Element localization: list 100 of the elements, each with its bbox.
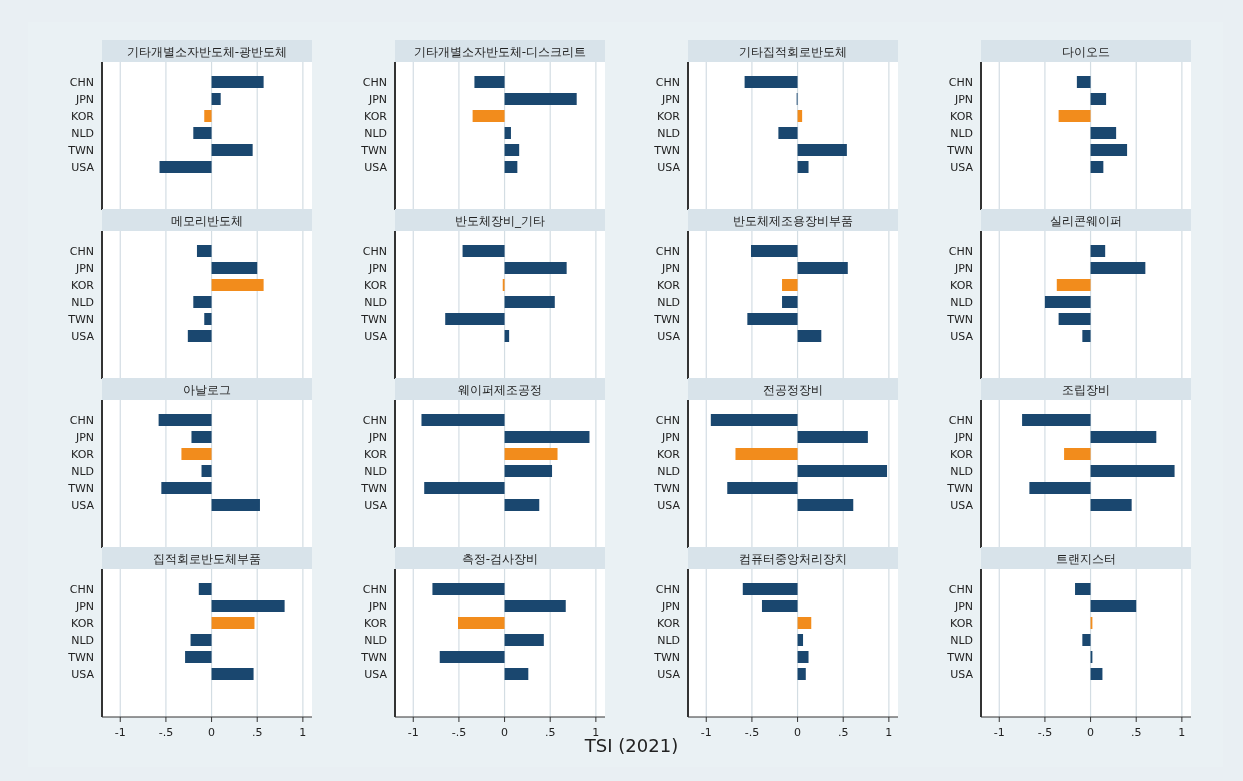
bar (727, 482, 798, 494)
bar (1090, 144, 1128, 156)
y-tick-label: TWN (360, 482, 387, 495)
y-tick-label: CHN (948, 76, 973, 89)
y-tick-label: USA (364, 668, 388, 681)
y-tick-label: NLD (950, 465, 973, 478)
bar (1090, 127, 1117, 139)
bar (198, 583, 212, 595)
chart-title: 아날로그 (183, 383, 231, 397)
y-tick-label: JPN (74, 93, 94, 106)
y-tick-label: JPN (74, 431, 94, 444)
y-tick-label: NLD (71, 296, 94, 309)
bar (1090, 431, 1157, 443)
bar (211, 93, 221, 105)
bar (504, 634, 544, 646)
y-tick-label: NLD (657, 465, 680, 478)
chart-title: 메모리반도체 (171, 214, 243, 228)
bar (1076, 76, 1091, 88)
bar (211, 617, 255, 629)
y-tick-label: JPN (74, 262, 94, 275)
y-tick-label: USA (950, 668, 974, 681)
y-tick-label: JPN (660, 600, 680, 613)
y-tick-label: USA (71, 668, 95, 681)
bar (1090, 161, 1104, 173)
bar (159, 161, 212, 173)
x-tick-label: 0 (208, 726, 216, 739)
y-tick-label: USA (657, 499, 681, 512)
bar (1064, 448, 1091, 460)
y-tick-label: USA (950, 499, 974, 512)
bar (797, 144, 847, 156)
bar (439, 651, 505, 663)
y-tick-label: CHN (362, 414, 387, 427)
y-tick-label: NLD (950, 634, 973, 647)
bar (424, 482, 505, 494)
x-tick-label: -.5 (1037, 726, 1053, 739)
y-tick-label: USA (71, 330, 95, 343)
y-tick-label: KOR (364, 617, 388, 630)
bar (185, 651, 212, 663)
chart-title: 집적회로반도체부품 (153, 552, 261, 566)
bar (710, 414, 798, 426)
y-tick-label: TWN (67, 313, 94, 326)
y-tick-label: TWN (653, 482, 680, 495)
bar (504, 499, 540, 511)
bar (445, 313, 505, 325)
y-tick-label: TWN (360, 651, 387, 664)
y-tick-label: USA (364, 161, 388, 174)
chart-title: 다이오드 (1062, 45, 1110, 59)
bar (1058, 110, 1091, 122)
x-tick-label: .5 (544, 726, 556, 739)
y-tick-label: NLD (364, 634, 387, 647)
y-tick-label: KOR (71, 448, 95, 461)
bar (1090, 465, 1175, 477)
chart-title: 기타개별소자반도체-광반도체 (126, 45, 288, 59)
chart-title: 트랜지스터 (1056, 552, 1116, 566)
bar (421, 414, 505, 426)
y-tick-label: KOR (71, 279, 95, 292)
bar (190, 634, 212, 646)
bar (797, 634, 804, 646)
x-tick-label: .5 (1130, 726, 1142, 739)
y-tick-label: TWN (653, 313, 680, 326)
y-tick-label: JPN (367, 93, 387, 106)
bar (797, 617, 812, 629)
y-tick-label: KOR (364, 279, 388, 292)
y-tick-label: CHN (655, 414, 680, 427)
y-tick-label: NLD (950, 296, 973, 309)
y-tick-label: NLD (364, 465, 387, 478)
x-tick-label: .5 (837, 726, 849, 739)
y-tick-label: KOR (657, 617, 681, 630)
bar (797, 668, 806, 680)
bar (458, 617, 505, 629)
x-tick-label: 0 (1087, 726, 1095, 739)
y-tick-label: CHN (362, 583, 387, 596)
x-tick-label: 1 (299, 726, 307, 739)
x-tick-label: -.5 (451, 726, 467, 739)
y-tick-label: USA (950, 330, 974, 343)
bar (504, 144, 520, 156)
y-tick-label: TWN (653, 651, 680, 664)
bar (504, 465, 553, 477)
bar (1090, 668, 1103, 680)
y-tick-label: NLD (71, 465, 94, 478)
chart-title: 전공정장비 (763, 383, 823, 397)
bar (432, 583, 505, 595)
y-tick-label: JPN (660, 93, 680, 106)
y-tick-label: JPN (953, 262, 973, 275)
y-tick-label: KOR (657, 110, 681, 123)
bar (797, 499, 854, 511)
bar (1075, 583, 1091, 595)
bar (797, 465, 888, 477)
bar (504, 431, 590, 443)
bar (204, 110, 212, 122)
x-tick-label: .5 (251, 726, 263, 739)
chart-title: 반도체장비_기타 (455, 214, 545, 228)
bar (1082, 634, 1091, 646)
y-tick-label: KOR (950, 617, 974, 630)
y-tick-label: KOR (950, 279, 974, 292)
x-tick-label: 1 (1178, 726, 1186, 739)
y-tick-label: CHN (655, 583, 680, 596)
y-tick-label: JPN (367, 262, 387, 275)
bar (211, 76, 264, 88)
y-tick-label: JPN (660, 262, 680, 275)
